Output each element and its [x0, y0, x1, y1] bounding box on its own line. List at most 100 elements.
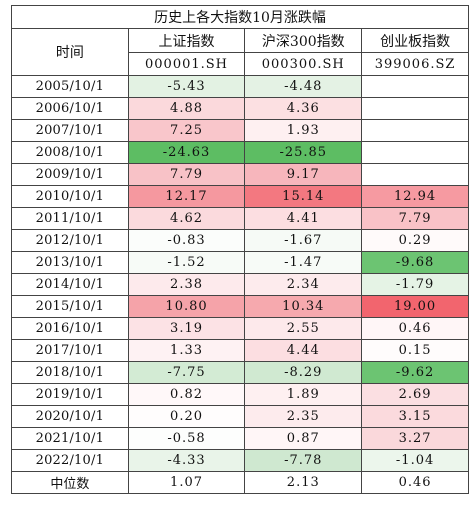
cell-chinext: 0.46 [361, 317, 469, 340]
cell-chinext: -1.79 [361, 273, 469, 296]
table-body: 历史上各大指数10月涨跌幅 时间 上证指数 沪深300指数 创业板指数 0000… [11, 5, 469, 494]
cell-sse-composite: 3.19 [127, 317, 246, 340]
cell-csi300: 0.87 [244, 427, 363, 450]
cell-csi300: -1.67 [244, 229, 363, 252]
row-date: 2010/10/1 [11, 185, 129, 208]
table-row: 2022/10/1 -4.33 -7.78 -1.04 [11, 449, 469, 472]
cell-chinext [361, 141, 469, 164]
cell-csi300: 9.17 [244, 163, 363, 186]
cell-csi300: 1.93 [244, 119, 363, 142]
cell-csi300: 4.44 [244, 339, 363, 362]
table-row: 2016/10/1 3.19 2.55 0.46 [11, 317, 469, 340]
median-sse-composite: 1.07 [127, 471, 246, 494]
cell-csi300: 2.34 [244, 273, 363, 296]
october-returns-table: 历史上各大指数10月涨跌幅 时间 上证指数 沪深300指数 创业板指数 0000… [11, 5, 469, 494]
row-date: 2005/10/1 [11, 75, 129, 98]
cell-csi300: 4.36 [244, 97, 363, 120]
table-row: 2007/10/1 7.25 1.93 [11, 119, 469, 142]
cell-csi300: -4.48 [244, 75, 363, 98]
cell-sse-composite: 10.80 [127, 295, 246, 318]
cell-chinext [361, 119, 469, 142]
cell-csi300: 2.55 [244, 317, 363, 340]
row-date: 2021/10/1 [11, 427, 129, 450]
cell-sse-composite: -7.75 [127, 361, 246, 384]
cell-chinext [361, 97, 469, 120]
row-date: 2016/10/1 [11, 317, 129, 340]
table-row: 2021/10/1 -0.58 0.87 3.27 [11, 427, 469, 450]
cell-sse-composite: 4.88 [127, 97, 246, 120]
row-date: 2014/10/1 [11, 273, 129, 296]
cell-sse-composite: -5.43 [127, 75, 246, 98]
title-row: 历史上各大指数10月涨跌幅 [11, 5, 469, 29]
table-row: 2012/10/1 -0.83 -1.67 0.29 [11, 229, 469, 252]
table-row: 2018/10/1 -7.75 -8.29 -9.62 [11, 361, 469, 384]
cell-chinext: -1.04 [361, 449, 469, 472]
cell-sse-composite: -1.52 [127, 251, 246, 274]
cell-csi300: -1.47 [244, 251, 363, 274]
cell-sse-composite: 0.82 [127, 383, 246, 406]
cell-sse-composite: 7.79 [127, 163, 246, 186]
row-date: 2022/10/1 [11, 449, 129, 472]
table-row: 2014/10/1 2.38 2.34 -1.79 [11, 273, 469, 296]
cell-sse-composite: 0.20 [127, 405, 246, 428]
table-row: 2008/10/1 -24.63 -25.85 [11, 141, 469, 164]
cell-sse-composite: -4.33 [127, 449, 246, 472]
row-date: 2009/10/1 [11, 163, 129, 186]
cell-csi300: 15.14 [244, 185, 363, 208]
cell-chinext [361, 163, 469, 186]
cell-chinext: 2.69 [361, 383, 469, 406]
cell-csi300: 2.35 [244, 405, 363, 428]
row-date: 2017/10/1 [11, 339, 129, 362]
cell-sse-composite: -0.58 [127, 427, 246, 450]
cell-chinext: -9.62 [361, 361, 469, 384]
row-date: 2011/10/1 [11, 207, 129, 230]
header-csi300: 沪深300指数 [244, 28, 363, 53]
row-date: 2008/10/1 [11, 141, 129, 164]
table-row: 2017/10/1 1.33 4.44 0.15 [11, 339, 469, 362]
cell-chinext: 12.94 [361, 185, 469, 208]
table-row: 2011/10/1 4.62 4.41 7.79 [11, 207, 469, 230]
cell-csi300: 10.34 [244, 295, 363, 318]
cell-csi300: -7.78 [244, 449, 363, 472]
header-sse-composite: 上证指数 [127, 28, 246, 53]
table-row: 2009/10/1 7.79 9.17 [11, 163, 469, 186]
median-csi300: 2.13 [244, 471, 363, 494]
table-row: 2019/10/1 0.82 1.89 2.69 [11, 383, 469, 406]
cell-chinext: 7.79 [361, 207, 469, 230]
cell-sse-composite: 1.33 [127, 339, 246, 362]
row-date: 2019/10/1 [11, 383, 129, 406]
cell-sse-composite: -24.63 [127, 141, 246, 164]
cell-chinext [361, 75, 469, 98]
cell-sse-composite: 7.25 [127, 119, 246, 142]
row-date: 2020/10/1 [11, 405, 129, 428]
table-row: 2020/10/1 0.20 2.35 3.15 [11, 405, 469, 428]
median-chinext: 0.46 [361, 471, 469, 494]
median-label: 中位数 [11, 471, 129, 494]
cell-chinext: 3.15 [361, 405, 469, 428]
table-row: 2015/10/1 10.80 10.34 19.00 [11, 295, 469, 318]
table-row: 2013/10/1 -1.52 -1.47 -9.68 [11, 251, 469, 274]
row-date: 2012/10/1 [11, 229, 129, 252]
row-date: 2007/10/1 [11, 119, 129, 142]
cell-chinext: 0.29 [361, 229, 469, 252]
table-title: 历史上各大指数10月涨跌幅 [11, 5, 469, 29]
table-row: 2010/10/1 12.17 15.14 12.94 [11, 185, 469, 208]
table-row: 2005/10/1 -5.43 -4.48 [11, 75, 469, 98]
row-date: 2015/10/1 [11, 295, 129, 318]
cell-chinext: 19.00 [361, 295, 469, 318]
cell-sse-composite: -0.83 [127, 229, 246, 252]
cell-chinext: 3.27 [361, 427, 469, 450]
cell-chinext: 0.15 [361, 339, 469, 362]
cell-csi300: 1.89 [244, 383, 363, 406]
code-chinext: 399006.SZ [361, 52, 469, 76]
cell-sse-composite: 2.38 [127, 273, 246, 296]
cell-csi300: -8.29 [244, 361, 363, 384]
cell-csi300: -25.85 [244, 141, 363, 164]
code-sse-composite: 000001.SH [127, 52, 246, 76]
row-date: 2006/10/1 [11, 97, 129, 120]
header-chinext: 创业板指数 [361, 28, 469, 53]
cell-sse-composite: 12.17 [127, 185, 246, 208]
cell-chinext: -9.68 [361, 251, 469, 274]
row-date: 2018/10/1 [11, 361, 129, 384]
row-date: 2013/10/1 [11, 251, 129, 274]
